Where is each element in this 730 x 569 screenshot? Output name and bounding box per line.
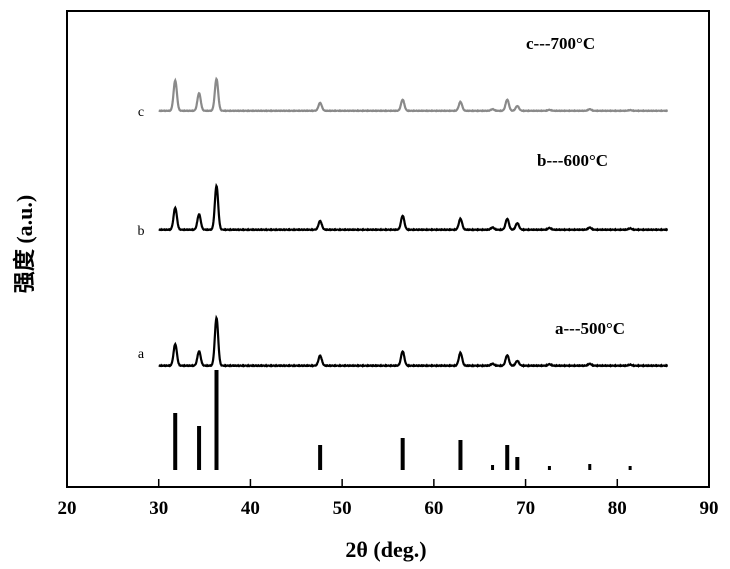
x-tick-label: 40 (241, 498, 260, 519)
x-tick-label: 80 (608, 498, 627, 519)
reference-peak (629, 466, 632, 470)
reference-peak (458, 440, 462, 470)
reference-peak (491, 465, 494, 470)
reference-peak (197, 426, 201, 470)
reference-pattern (173, 370, 631, 470)
x-tick-label: 50 (333, 498, 352, 519)
series-c-letter: c (138, 105, 144, 120)
series-c: c c---700°C (138, 34, 668, 120)
series-b-letter: b (138, 224, 145, 239)
series-layer: a a---500°C b b---600°C c c---700°C (138, 34, 668, 366)
series-a: a a---500°C (138, 318, 668, 366)
x-axis-title: 2θ (deg.) (345, 537, 426, 562)
x-tick-label: 20 (58, 498, 77, 519)
series-b-legend: b---600°C (537, 151, 608, 170)
y-axis-title: 强度 (a.u.) (12, 195, 37, 293)
series-a-legend: a---500°C (555, 319, 625, 338)
x-tick-label: 90 (700, 498, 719, 519)
x-axis-ticks: 20 30 40 50 60 70 80 90 (58, 479, 719, 519)
x-tick-label: 30 (149, 498, 168, 519)
x-tick-label: 70 (516, 498, 535, 519)
reference-peak (318, 445, 322, 470)
series-b-line (159, 186, 668, 230)
reference-peak (588, 464, 591, 470)
series-a-letter: a (138, 347, 145, 362)
reference-peak (505, 445, 509, 470)
plot-frame (67, 11, 709, 487)
series-c-legend: c---700°C (526, 34, 595, 53)
reference-peak (214, 370, 218, 470)
reference-peak (401, 438, 405, 470)
reference-peak (173, 413, 177, 470)
reference-peak (515, 457, 519, 470)
reference-peak (548, 466, 551, 470)
series-b: b b---600°C (138, 151, 668, 239)
x-tick-label: 60 (424, 498, 443, 519)
series-c-line (159, 79, 668, 111)
